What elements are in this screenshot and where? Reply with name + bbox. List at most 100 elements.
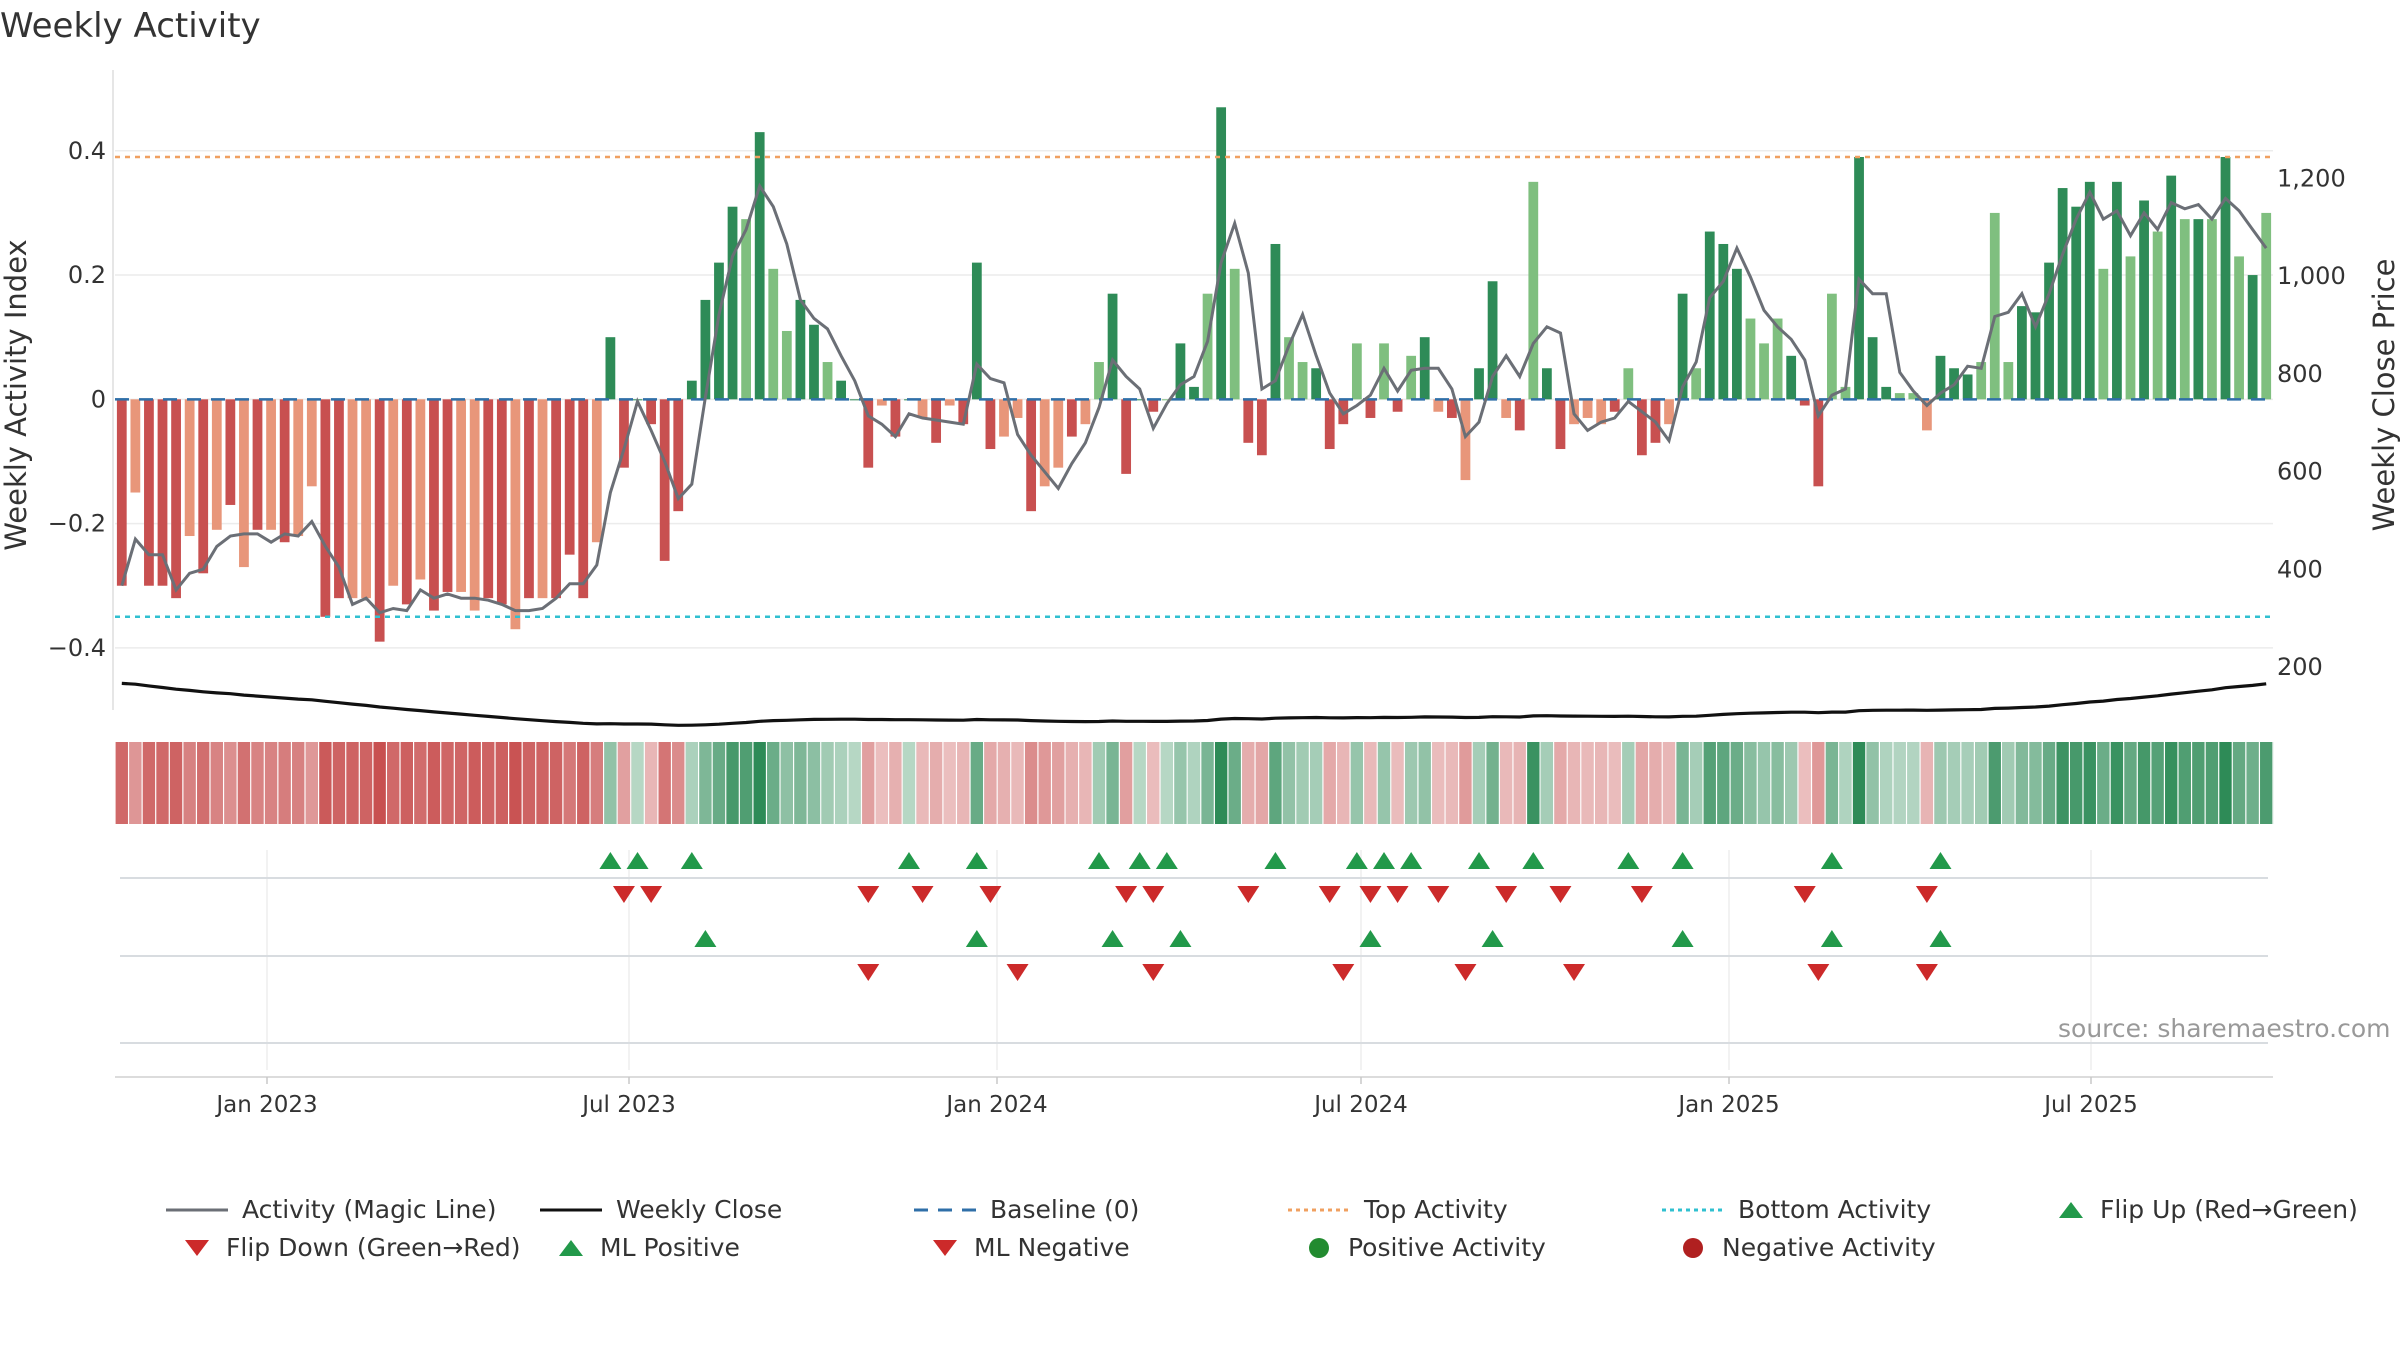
legend-item-bottom: Bottom Activity	[1662, 1195, 1931, 1224]
heat-strip-cell	[644, 742, 659, 824]
ml-negative-marker-icon	[1807, 964, 1830, 981]
activity-bar	[700, 299, 711, 400]
heat-strip-cell	[780, 742, 795, 824]
activity-bar	[1732, 268, 1742, 400]
heat-strip-cell	[1879, 742, 1894, 824]
flip-down-marker-icon	[1115, 886, 1138, 903]
activity-bar	[171, 399, 181, 599]
heat-strip-cell	[1132, 742, 1148, 824]
heat-strip-cell	[1255, 742, 1270, 824]
flip-up-marker-icon	[599, 852, 622, 869]
heat-strip-cell	[1512, 742, 1528, 824]
heat-strip-cell	[1757, 742, 1772, 824]
heat-strip-cell	[1635, 742, 1650, 824]
flip-down-marker-icon	[1142, 886, 1165, 903]
magic-line	[120, 182, 2268, 615]
heat-strip-cell	[1743, 742, 1758, 824]
heat-strip-cell	[1662, 742, 1677, 824]
activity-bar	[2057, 188, 2068, 400]
heat-strip-cell	[1282, 742, 1297, 824]
heat-strip-cell	[128, 742, 143, 824]
activity-bar	[1297, 362, 1308, 400]
activity-bar	[2207, 219, 2217, 400]
flip-up-marker-icon	[965, 852, 988, 869]
activity-bar	[1704, 231, 1715, 400]
ml-negative-marker-icon	[1454, 964, 1477, 981]
heat-strip-cell	[1309, 742, 1324, 824]
activity-bar	[1039, 399, 1050, 487]
legend-item-top: Top Activity	[1288, 1195, 1508, 1224]
activity-bar	[876, 399, 887, 406]
heat-strip-cell	[820, 742, 835, 824]
heat-strip-cell	[345, 742, 360, 824]
heat-strip-cell	[210, 742, 225, 824]
heat-strip-cell	[291, 742, 306, 824]
activity-bar	[1121, 399, 1132, 474]
y-tick-label: −0.4	[48, 634, 106, 662]
activity-bar	[266, 399, 276, 530]
activity-bar	[836, 380, 847, 400]
activity-bar	[1745, 318, 1756, 400]
activity-bar	[1094, 362, 1104, 400]
legend-label-ml-positive: ML Positive	[600, 1233, 740, 1262]
activity-bar	[1989, 212, 2000, 400]
flip-up-marker-icon	[1087, 852, 1110, 869]
activity-bar	[1894, 393, 1905, 400]
ml-positive-marker-icon	[1481, 930, 1504, 947]
heat-strip-cell	[1906, 742, 1921, 824]
activity-bar	[1012, 399, 1023, 418]
heat-strip-cell	[685, 742, 700, 824]
heat-strip-cell	[970, 742, 985, 824]
activity-bar	[1976, 362, 1987, 400]
heat-strip-cell	[142, 742, 157, 824]
flip-down-marker-icon	[1359, 886, 1382, 903]
activity-bar	[1053, 399, 1064, 468]
activity-bar	[1161, 399, 1172, 401]
activity-bar	[795, 299, 806, 400]
y2-axis-title: Weekly Close Price	[2367, 259, 2400, 532]
legend-swatch-close-line	[540, 1208, 602, 1211]
flip-up-marker-icon	[1617, 852, 1640, 869]
heat-strip-cell	[2205, 742, 2220, 824]
flip-up-marker-icon	[1400, 852, 1423, 869]
heat-strip-cell	[1431, 742, 1446, 824]
ml-positive-marker-icon	[1101, 930, 1124, 947]
heat-strip-cell	[1553, 742, 1568, 824]
activity-bar	[116, 399, 127, 586]
activity-bar	[2166, 175, 2177, 400]
activity-bar	[809, 324, 819, 400]
heat-strip-cell	[1350, 742, 1365, 824]
activity-bar	[2261, 212, 2272, 400]
heat-strip-cell	[1241, 742, 1256, 824]
heat-strip-cell	[427, 742, 442, 824]
activity-bar	[714, 262, 724, 400]
heat-strip-cell	[1892, 742, 1908, 824]
activity-bar	[1555, 399, 1566, 450]
heat-strip-cell	[1933, 742, 1948, 824]
activity-bar	[496, 399, 507, 605]
heat-strip-cell	[1322, 742, 1338, 824]
y2-tick-label: 800	[2277, 360, 2323, 388]
heat-strip-cell	[2177, 742, 2193, 824]
activity-bar	[1487, 281, 1498, 400]
activity-bar	[2220, 156, 2231, 400]
legend-label-flip-up: Flip Up (Red→Green)	[2100, 1195, 2358, 1224]
activity-bar	[1202, 293, 1213, 400]
legend-swatch-flip-down-icon	[185, 1239, 209, 1256]
flip-down-marker-icon	[1237, 886, 1260, 903]
legend-label-baseline: Baseline (0)	[990, 1195, 1140, 1224]
y2-tick-label: 200	[2277, 653, 2323, 681]
heat-strip-cell	[2001, 742, 2016, 824]
flip-down-marker-icon	[1386, 886, 1409, 903]
heat-strip-cell	[250, 742, 265, 824]
flip-up-marker-icon	[1929, 852, 1952, 869]
heat-strip-cell	[1607, 742, 1623, 824]
legend-item-ml-negative: ML Negative	[930, 1233, 1130, 1262]
ml-positive-marker-icon	[1359, 930, 1382, 947]
x-tick-label: Jan 2024	[944, 1092, 1047, 1118]
activity-bar	[442, 399, 453, 592]
activity-bar	[2152, 231, 2163, 400]
activity-bar	[483, 399, 494, 599]
heat-strip-cell	[1390, 742, 1405, 824]
heat-strip-cell	[2123, 742, 2138, 824]
